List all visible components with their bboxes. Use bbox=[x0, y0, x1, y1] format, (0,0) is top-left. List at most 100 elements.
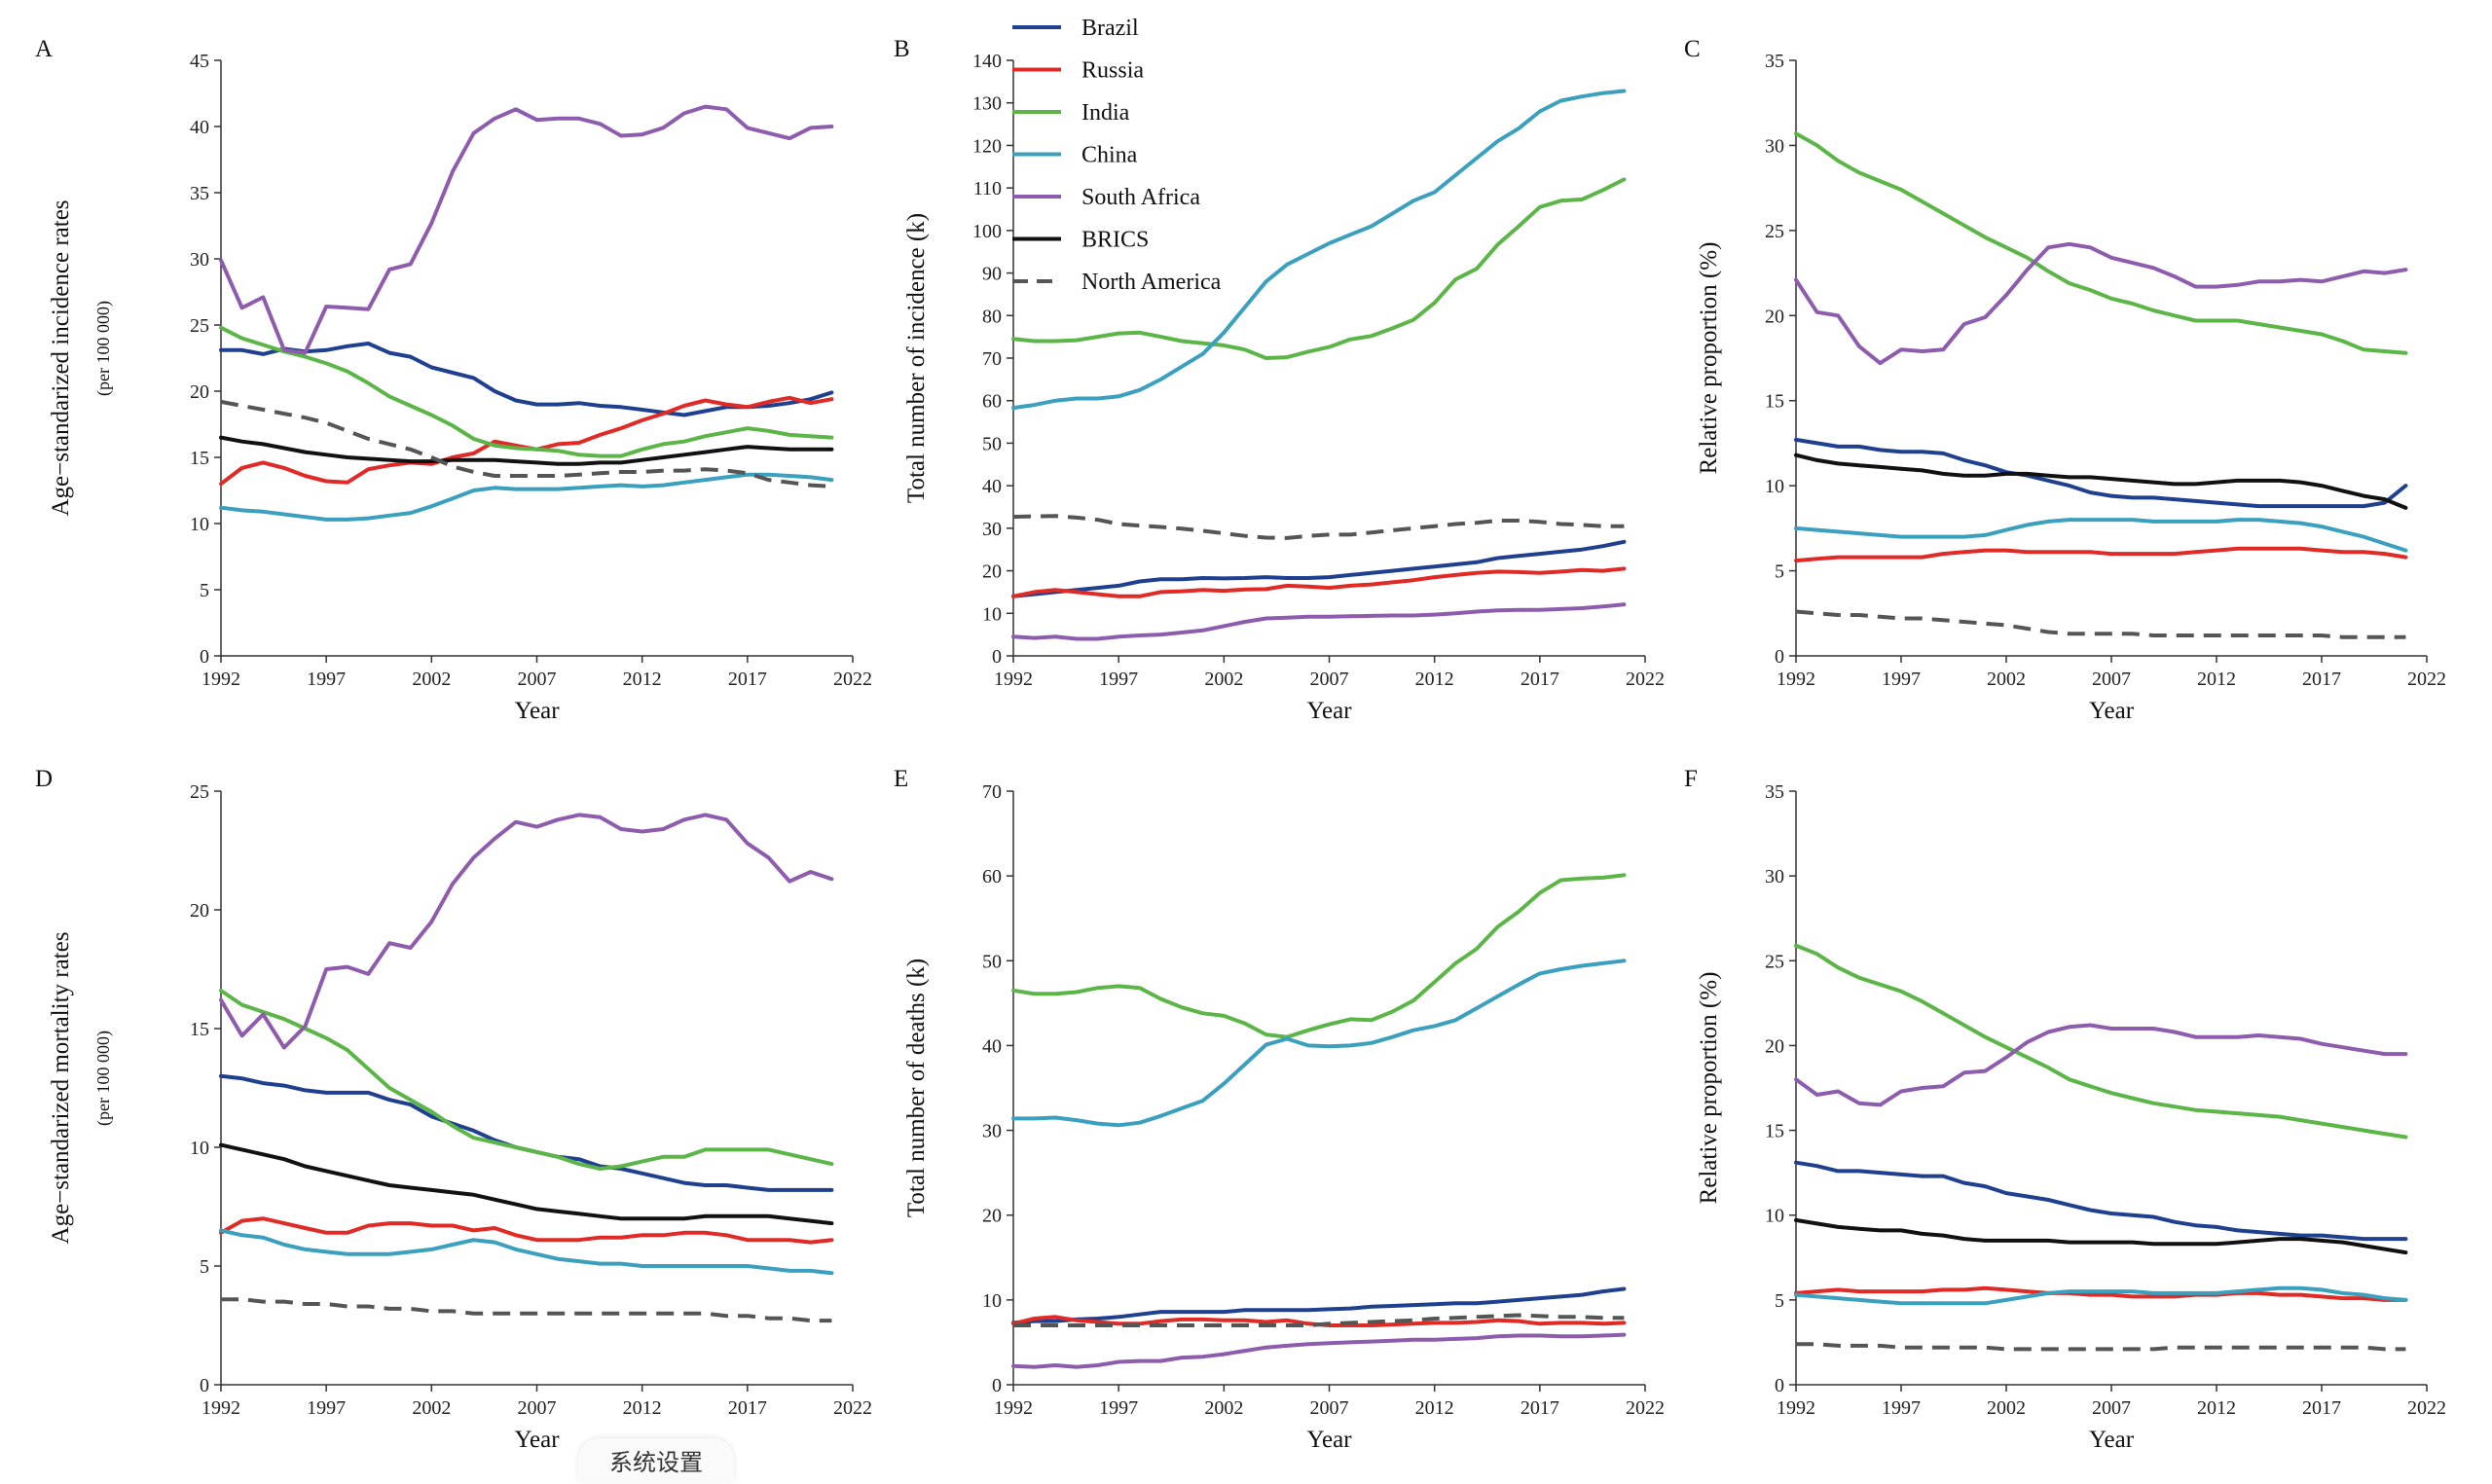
x-tick-label: 2012 bbox=[2197, 669, 2236, 690]
panel-d: D 0 5 10 15 20 25 1992 1997 2002 2007 2012 2017 2022 Y… bbox=[35, 766, 872, 1453]
y-tick-label: 20 bbox=[190, 900, 209, 922]
x-tick-label: 2017 bbox=[2302, 669, 2341, 690]
x-tick-label: 2012 bbox=[2197, 1397, 2236, 1419]
y-tick-label: 60 bbox=[982, 866, 1002, 887]
x-tick-label: 1997 bbox=[307, 669, 346, 690]
system-settings-taskbar-label[interactable]: 系统设置 bbox=[578, 1438, 734, 1481]
y-tick-label: 90 bbox=[982, 264, 1002, 285]
y-tick-label: 25 bbox=[1765, 221, 1784, 242]
legend-label: South Africa bbox=[1081, 185, 1200, 210]
y-tick-label: 50 bbox=[982, 951, 1002, 972]
legend-label: BRICS bbox=[1081, 228, 1149, 253]
series-line-china bbox=[1794, 518, 2408, 553]
y-tick-label: 0 bbox=[992, 646, 1002, 668]
y-axis-subtitle: (per 100 000) bbox=[93, 1031, 114, 1126]
y-tick-label: 10 bbox=[982, 603, 1002, 625]
series-line-india bbox=[1011, 177, 1627, 360]
y-tick-label: 25 bbox=[190, 781, 209, 803]
y-tick-label: 120 bbox=[972, 135, 1002, 157]
y-tick-label: 10 bbox=[1765, 476, 1784, 497]
y-tick-label: 40 bbox=[982, 1035, 1002, 1057]
panel-a: A 0 5 10 15 20 25 30 35 40 45 1992 1997 2002 2007 2012 2… bbox=[35, 36, 872, 724]
series-line-india bbox=[219, 325, 834, 458]
x-tick-label: 2002 bbox=[1987, 1397, 2026, 1419]
x-tick-label: 2002 bbox=[412, 1397, 451, 1419]
series-line-north-america bbox=[1795, 609, 2406, 639]
panel-letter: B bbox=[894, 36, 910, 62]
y-axis-title: Total number of incidence (k) bbox=[903, 213, 930, 503]
y-tick-label: 50 bbox=[982, 433, 1002, 454]
series-line-south-africa bbox=[1794, 1023, 2408, 1107]
x-tick-label: 2002 bbox=[1204, 1397, 1243, 1419]
series-line-brics bbox=[1794, 452, 2408, 510]
y-tick-label: 20 bbox=[1765, 1035, 1784, 1057]
x-tick-label: 1997 bbox=[1099, 669, 1138, 690]
y-tick-label: 0 bbox=[992, 1375, 1002, 1396]
y-tick-label: 0 bbox=[200, 646, 209, 668]
y-tick-label: 5 bbox=[200, 1256, 209, 1278]
y-tick-label: 5 bbox=[200, 580, 209, 601]
y-tick-label: 20 bbox=[1765, 306, 1784, 327]
x-tick-label: 1997 bbox=[1099, 1397, 1138, 1419]
series-line-north-america bbox=[1012, 514, 1625, 540]
x-tick-label: 2017 bbox=[1521, 1397, 1559, 1419]
x-tick-label: 2002 bbox=[412, 669, 451, 690]
series-line-india bbox=[1794, 943, 2408, 1140]
panel-letter: D bbox=[35, 766, 53, 792]
y-tick-label: 25 bbox=[1765, 951, 1784, 972]
y-tick-label: 40 bbox=[190, 117, 209, 138]
y-axis-subtitle: (per 100 000) bbox=[93, 301, 114, 396]
series-line-russia bbox=[1794, 546, 2408, 563]
x-tick-label: 2007 bbox=[2092, 669, 2131, 690]
y-tick-label: 70 bbox=[982, 781, 1002, 803]
y-tick-label: 30 bbox=[1765, 135, 1784, 157]
x-tick-label: 2012 bbox=[1415, 1397, 1454, 1419]
series-line-south-africa bbox=[1794, 241, 2408, 366]
series-line-russia bbox=[1011, 566, 1627, 598]
y-tick-label: 15 bbox=[1765, 1121, 1784, 1142]
y-tick-label: 30 bbox=[982, 1121, 1002, 1142]
series-line-north-america bbox=[221, 1297, 832, 1323]
panel-f: F 0 5 10 15 20 25 30 35 1992 1997 2002 2007 2012 2017 2… bbox=[1684, 766, 2446, 1453]
y-tick-label: 35 bbox=[1765, 51, 1784, 72]
x-tick-label: 2017 bbox=[2302, 1397, 2341, 1419]
x-tick-label: 2017 bbox=[728, 1397, 767, 1419]
y-tick-label: 35 bbox=[1765, 781, 1784, 803]
series-line-brazil bbox=[1794, 1160, 2408, 1242]
legend: Brazil Russia India China South Africa BRICS N… bbox=[1012, 16, 1222, 295]
legend-label: China bbox=[1081, 143, 1138, 168]
y-tick-label: 130 bbox=[972, 93, 1002, 115]
series-line-india bbox=[219, 989, 834, 1171]
series-line-brazil bbox=[219, 342, 834, 417]
series-line-brics bbox=[219, 1142, 834, 1226]
series-line-north-america bbox=[1013, 1313, 1625, 1327]
y-axis-title: Total number of deaths (k) bbox=[903, 959, 930, 1217]
series-line-brazil bbox=[219, 1073, 834, 1192]
y-tick-label: 35 bbox=[190, 183, 209, 204]
x-tick-label: 1992 bbox=[202, 669, 240, 690]
y-tick-label: 15 bbox=[1765, 391, 1784, 413]
panel-letter: A bbox=[35, 36, 53, 62]
y-axis-title: Age−standarized incidence rates bbox=[48, 199, 74, 516]
y-tick-label: 30 bbox=[1765, 866, 1784, 887]
series-line-russia bbox=[1794, 1285, 2408, 1302]
x-tick-label: 2017 bbox=[1521, 669, 1559, 690]
y-tick-label: 15 bbox=[190, 1019, 209, 1040]
series-line-india bbox=[1011, 873, 1627, 1039]
legend-label: Brazil bbox=[1081, 16, 1139, 41]
series-line-brazil bbox=[1794, 437, 2408, 509]
x-tick-label: 2022 bbox=[1626, 1397, 1665, 1419]
y-tick-label: 110 bbox=[973, 178, 1002, 199]
series-line-china bbox=[219, 472, 834, 522]
series-line-south-africa bbox=[1011, 602, 1627, 641]
y-tick-label: 40 bbox=[982, 476, 1002, 497]
panel-letter: F bbox=[1684, 766, 1698, 792]
y-tick-label: 45 bbox=[190, 51, 209, 72]
x-tick-label: 1992 bbox=[1777, 669, 1815, 690]
x-tick-label: 1992 bbox=[994, 669, 1033, 690]
y-tick-label: 0 bbox=[200, 1375, 209, 1396]
x-tick-label: 1992 bbox=[202, 1397, 240, 1419]
series-line-russia bbox=[219, 1216, 834, 1245]
x-axis-title: Year bbox=[514, 698, 560, 724]
y-tick-label: 10 bbox=[190, 1138, 209, 1159]
